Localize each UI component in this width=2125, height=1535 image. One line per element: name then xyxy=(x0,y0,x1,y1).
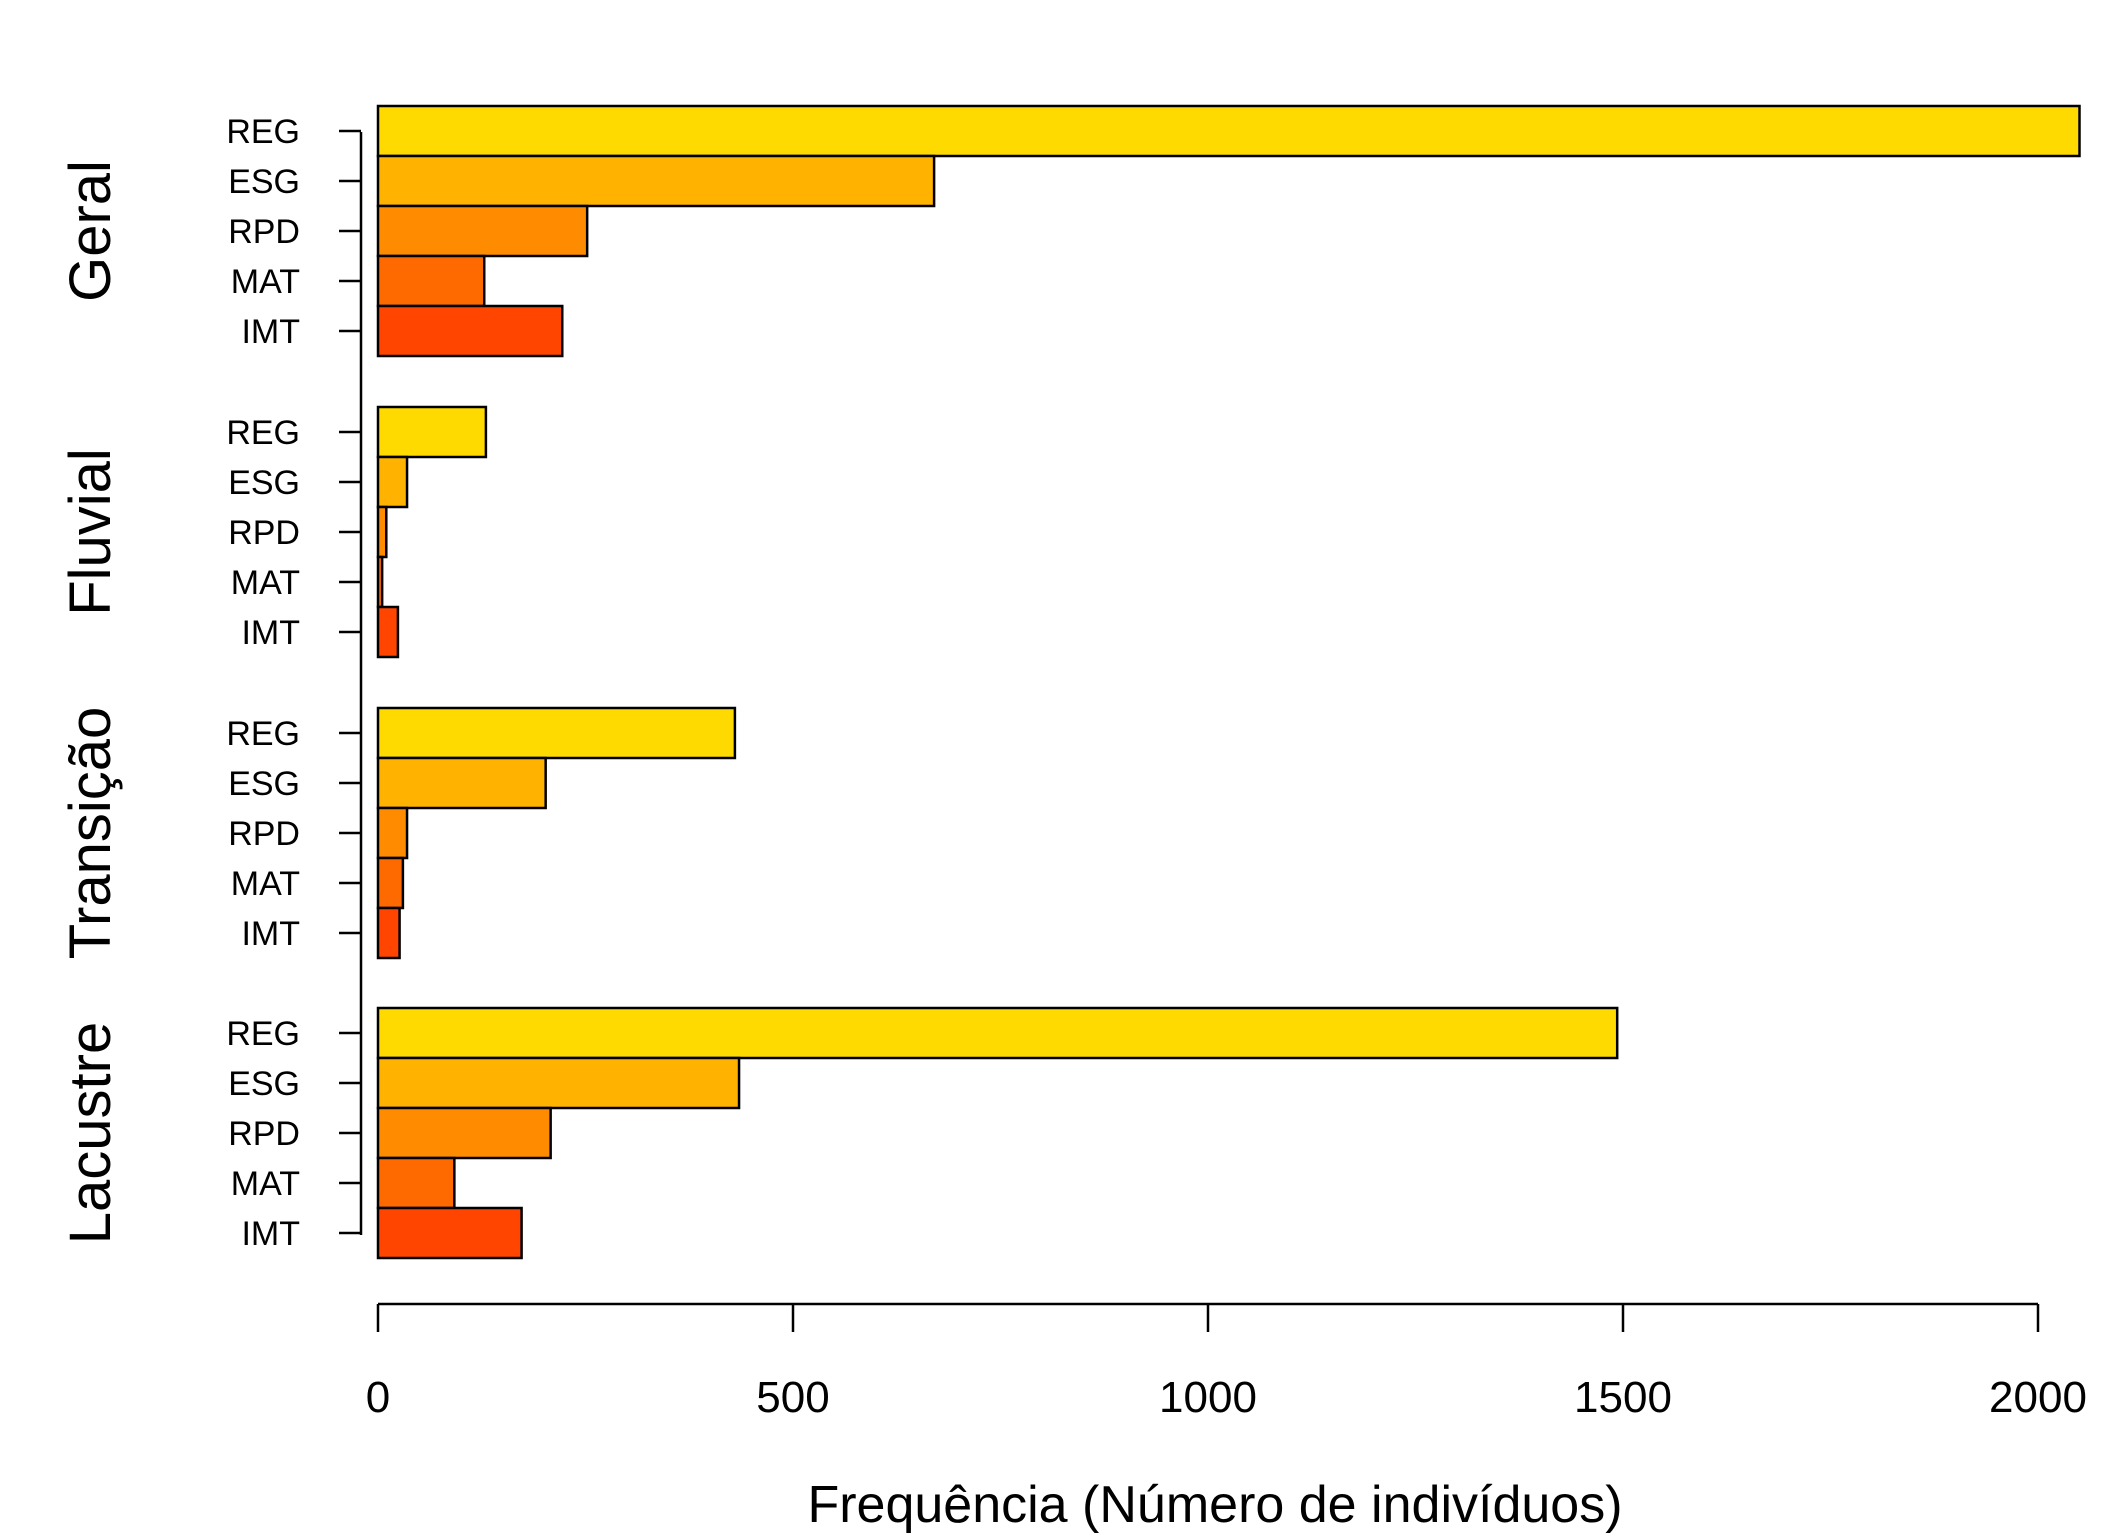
category-label-transi-o-esg: ESG xyxy=(228,765,300,803)
category-label-geral-esg: ESG xyxy=(228,163,300,201)
bar-fluvial-imt xyxy=(376,605,400,659)
group-label-fluvial: Fluvial xyxy=(58,448,123,616)
bar-transi-o-reg xyxy=(376,706,737,760)
bar-lacustre-imt xyxy=(376,1206,523,1260)
category-label-fluvial-imt: IMT xyxy=(241,614,300,652)
bar-transi-o-rpd xyxy=(376,806,409,860)
bar-lacustre-reg xyxy=(376,1006,1619,1060)
category-label-lacustre-esg: ESG xyxy=(228,1065,300,1103)
bar-geral-reg xyxy=(376,104,2081,158)
category-label-geral-rpd: RPD xyxy=(228,213,300,251)
category-label-transi-o-mat: MAT xyxy=(231,865,300,903)
bar-transi-o-imt xyxy=(376,906,401,960)
bar-lacustre-mat xyxy=(376,1156,456,1210)
category-label-fluvial-mat: MAT xyxy=(231,564,300,602)
x-axis: 0 500 1000 1500 2000 xyxy=(366,1302,2087,1422)
category-label-lacustre-rpd: RPD xyxy=(228,1115,300,1153)
category-label-lacustre-imt: IMT xyxy=(241,1215,300,1253)
category-label-geral-reg: REG xyxy=(226,113,300,151)
bar-fluvial-esg xyxy=(376,455,409,509)
bar-geral-rpd xyxy=(376,204,589,258)
category-label-lacustre-reg: REG xyxy=(226,1015,300,1053)
group-label-lacustre: Lacustre xyxy=(58,1022,123,1244)
y-axis: REG ESG RPD MAT IMT Geral REG ESG RPD MAT IMT Fluvi… xyxy=(58,113,363,1253)
bar-geral-imt xyxy=(376,304,564,358)
x-tick-label-0: 0 xyxy=(366,1373,390,1422)
category-label-fluvial-reg: REG xyxy=(226,414,300,452)
category-label-fluvial-rpd: RPD xyxy=(228,514,300,552)
bar-fluvial-rpd xyxy=(376,505,388,559)
bar-lacustre-esg xyxy=(376,1056,741,1110)
group-label-transi-o: Transição xyxy=(58,707,123,960)
category-label-geral-imt: IMT xyxy=(241,313,300,351)
bar-lacustre-rpd xyxy=(376,1106,552,1160)
category-label-lacustre-mat: MAT xyxy=(231,1165,300,1203)
category-label-geral-mat: MAT xyxy=(231,263,300,301)
group-label-geral: Geral xyxy=(58,160,123,302)
x-tick-label-1000: 1000 xyxy=(1159,1373,1257,1422)
x-tick-label-2000: 2000 xyxy=(1989,1373,2087,1422)
x-axis-title: Frequência (Número de indivíduos) xyxy=(807,1476,1622,1534)
category-label-transi-o-reg: REG xyxy=(226,715,300,753)
x-tick-label-500: 500 xyxy=(756,1373,829,1422)
category-label-transi-o-imt: IMT xyxy=(241,915,300,953)
bar-transi-o-mat xyxy=(376,856,405,910)
x-tick-label-1500: 1500 xyxy=(1574,1373,1672,1422)
bar-fluvial-mat xyxy=(376,555,384,609)
bars-layer xyxy=(376,104,2081,1260)
bar-transi-o-esg xyxy=(376,756,547,810)
category-label-transi-o-rpd: RPD xyxy=(228,815,300,853)
bar-fluvial-reg xyxy=(376,405,488,459)
bar-geral-esg xyxy=(376,154,936,208)
category-label-fluvial-esg: ESG xyxy=(228,464,300,502)
bar-geral-mat xyxy=(376,254,486,308)
